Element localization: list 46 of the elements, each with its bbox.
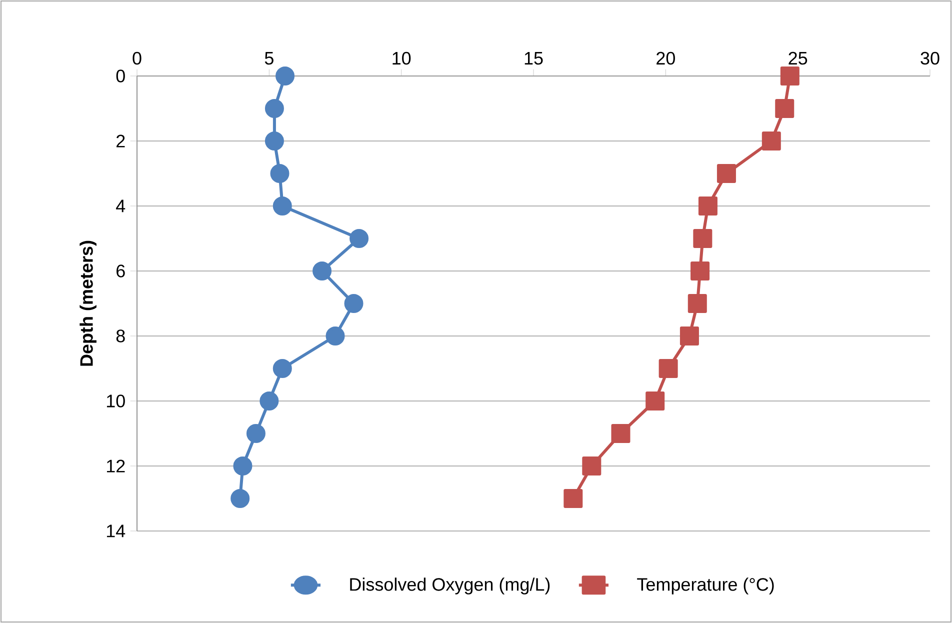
x-tick-label: 20 [656, 52, 675, 65]
point [312, 261, 332, 280]
x-tick-label: 0 [132, 52, 142, 65]
y-tick-label: 8 [116, 330, 125, 342]
point [350, 228, 369, 248]
point [688, 294, 707, 313]
legend-label: Temperature (°C) [637, 578, 774, 594]
point [564, 488, 583, 508]
x-tick-label: 5 [264, 52, 274, 65]
point [582, 456, 602, 476]
point [264, 98, 284, 118]
point [272, 358, 292, 378]
y-tick-label: 4 [116, 200, 126, 212]
y-tick-label: 12 [106, 460, 125, 472]
point [780, 66, 800, 86]
point [716, 164, 736, 183]
y-axis-title: Depth (meters) [80, 240, 96, 366]
point [762, 131, 781, 150]
y-tick-label: 2 [116, 134, 125, 148]
y-tick-label: 6 [116, 264, 125, 278]
point [693, 228, 712, 248]
x-tick-label: 10 [392, 52, 411, 65]
x-tick-label: 15 [524, 52, 543, 65]
y-tick-label: 0 [116, 70, 125, 82]
point [260, 391, 279, 410]
point [680, 326, 699, 346]
point [264, 131, 284, 150]
point [230, 488, 250, 508]
point [658, 358, 678, 378]
point [775, 98, 794, 118]
point [272, 196, 292, 216]
y-tick-label: 14 [106, 524, 126, 538]
point [698, 196, 718, 216]
point [344, 294, 364, 313]
point [690, 261, 710, 280]
point [270, 164, 290, 183]
y-tick-label: 10 [106, 394, 125, 408]
x-tick-label: 25 [788, 52, 808, 65]
point [246, 424, 266, 443]
legend-label: Dissolved Oxygen (mg/L) [350, 578, 550, 594]
x-tick-label: 30 [920, 52, 940, 65]
point [611, 424, 630, 443]
point [233, 456, 252, 476]
point [326, 326, 345, 346]
point [276, 66, 295, 86]
point [646, 391, 665, 410]
